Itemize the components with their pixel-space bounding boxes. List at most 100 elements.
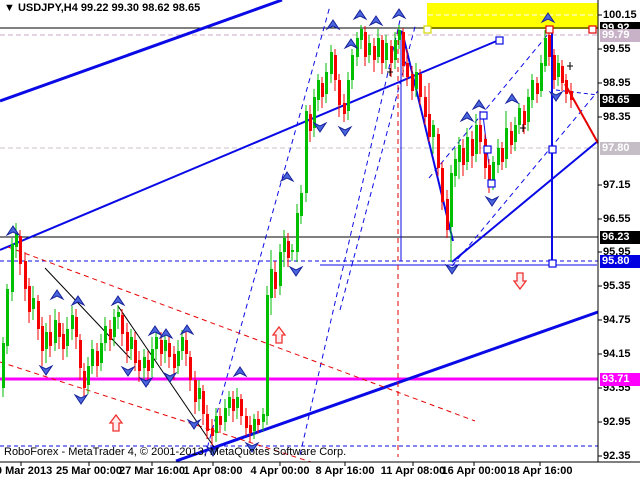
candlestick	[531, 80, 534, 100]
candlestick	[540, 63, 543, 91]
candlestick	[330, 52, 333, 74]
selection-square[interactable]	[479, 111, 488, 120]
candlestick	[87, 366, 90, 385]
zigzag-black-1[interactable]	[44, 267, 131, 359]
candlestick	[189, 357, 192, 380]
candlestick	[37, 301, 40, 329]
candlestick	[215, 416, 218, 433]
fractal-down-icon	[484, 195, 500, 207]
price-tick-label: 95.35	[603, 280, 631, 292]
candlestick	[134, 340, 137, 363]
candlestick	[283, 238, 286, 252]
fractal-up-icon	[540, 12, 556, 24]
time-axis-label: 20 Mar 2013	[0, 465, 53, 477]
candlestick	[309, 114, 312, 131]
candlestick	[428, 114, 431, 137]
candlestick	[257, 419, 260, 425]
steep-dashed-2[interactable]	[299, 19, 401, 456]
lower-channel-thick[interactable]	[175, 310, 599, 463]
decline-trendline[interactable]	[401, 30, 454, 242]
candlestick	[394, 40, 397, 60]
candlestick	[181, 337, 184, 351]
recovery-trendline[interactable]	[451, 140, 599, 263]
selection-square[interactable]	[548, 259, 557, 268]
selection-square[interactable]	[483, 145, 492, 154]
fractal-down-icon	[288, 265, 304, 277]
price-marker-label: 97.80	[600, 142, 640, 155]
candlestick	[356, 38, 359, 57]
selection-square[interactable]	[545, 25, 554, 34]
candlestick	[360, 29, 363, 40]
candlestick	[2, 343, 5, 388]
candlestick	[240, 399, 243, 416]
fractal-up-icon	[471, 99, 487, 111]
target-zone[interactable]	[427, 3, 598, 29]
correction-dashed-lower[interactable]	[451, 90, 599, 267]
candlestick	[390, 46, 393, 63]
red-channel-upper[interactable]	[7, 246, 476, 422]
forecast-line[interactable]	[564, 83, 599, 144]
chart-dropdown-icon[interactable]: ▼	[4, 2, 15, 14]
candlestick	[441, 168, 444, 202]
candlestick	[505, 128, 508, 159]
candlestick	[11, 244, 14, 292]
candlestick	[544, 38, 547, 66]
candlestick	[164, 340, 167, 351]
price-tick-label: 98.95	[603, 77, 631, 89]
fractal-down-icon	[186, 418, 202, 430]
candlestick	[160, 340, 163, 354]
fractal-up-icon	[49, 289, 65, 301]
price-marker-label: 95.80	[600, 255, 640, 268]
candlestick	[432, 125, 435, 137]
candlestick	[245, 416, 248, 428]
candlestick	[143, 357, 146, 368]
fractal-up-icon	[70, 295, 86, 307]
time-axis-label: 16 Apr 00:00	[441, 465, 507, 477]
candlestick	[565, 80, 568, 94]
upper-channel-thick[interactable]	[0, 0, 283, 103]
fractal-down-icon	[244, 441, 260, 453]
price-marker-label: 93.71	[600, 373, 640, 386]
candlestick	[510, 131, 513, 145]
candlestick	[224, 408, 227, 422]
candlestick	[202, 391, 205, 414]
candlestick	[62, 334, 65, 349]
correction-dashed-upper[interactable]	[428, 32, 550, 179]
selection-square[interactable]	[588, 25, 597, 34]
time-axis-label: 1 Apr 08:00	[183, 465, 243, 477]
candlestick	[168, 343, 171, 357]
candlestick	[475, 125, 478, 154]
selection-square[interactable]	[487, 179, 496, 188]
selection-square[interactable]	[495, 36, 504, 45]
steep-dashed-1[interactable]	[204, 5, 331, 457]
selection-square[interactable]	[423, 25, 432, 34]
fractal-up-icon	[279, 171, 295, 183]
peak-dashed-right[interactable]	[555, 89, 599, 96]
candlestick	[518, 108, 521, 125]
candlestick	[548, 35, 551, 57]
candlestick	[446, 199, 449, 230]
candlestick	[364, 32, 367, 57]
fractal-up-icon	[147, 325, 163, 337]
signal-arrow-up-icon	[271, 325, 287, 344]
candlestick	[557, 63, 560, 77]
time-axis-label: 8 Apr 16:00	[315, 465, 375, 477]
candlestick	[287, 241, 290, 258]
fractal-up-icon	[232, 366, 248, 378]
mid-trendline[interactable]	[0, 39, 500, 251]
candlestick	[466, 137, 469, 162]
selection-square[interactable]	[548, 145, 557, 154]
candlestick	[398, 30, 401, 40]
fractal-down-icon	[73, 393, 89, 405]
candlestick	[458, 145, 461, 162]
red-channel-lower[interactable]	[0, 361, 312, 463]
fractal-down-icon	[138, 376, 154, 388]
fractal-down-icon	[205, 445, 221, 457]
fractal-down-icon	[548, 90, 564, 102]
candlestick	[514, 125, 517, 142]
candlestick	[343, 103, 346, 114]
price-tick-label: 96.55	[603, 213, 631, 225]
price-marker-label: 99.79	[600, 29, 640, 42]
